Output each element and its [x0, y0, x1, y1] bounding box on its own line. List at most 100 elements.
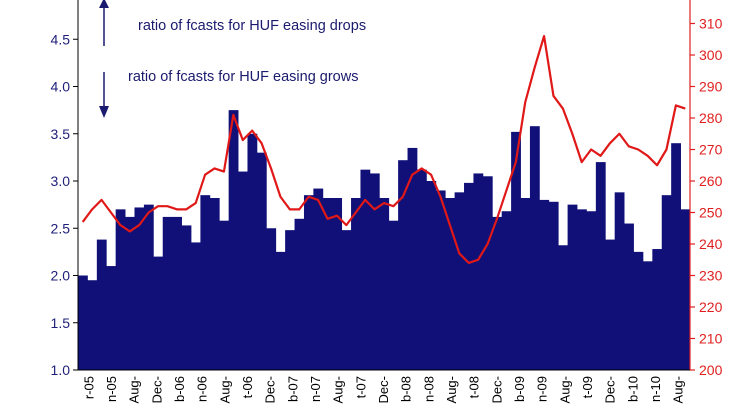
- up-arrow-head-icon: [99, 0, 109, 8]
- bar-27: [332, 198, 343, 370]
- x-tick-label-26: Aug-: [671, 376, 686, 403]
- bar-34: [398, 160, 408, 370]
- bar-38: [435, 190, 446, 370]
- line-series: [81, 34, 686, 264]
- bar-29: [351, 198, 361, 370]
- bar-28: [341, 230, 352, 370]
- bar-13: [200, 195, 211, 370]
- bar-14: [209, 198, 220, 370]
- left-tick-label-2: 2.0: [51, 268, 71, 284]
- x-tick-label-24: b-10: [625, 376, 640, 402]
- x-tick-label-14: b-08: [399, 376, 414, 402]
- bar-33: [388, 220, 399, 370]
- x-tick-label-17: t-08: [467, 376, 482, 398]
- bar-59: [633, 251, 644, 371]
- bar-37: [426, 181, 437, 370]
- bar-26: [322, 198, 333, 370]
- bar-46: [511, 131, 521, 370]
- bar-15: [219, 220, 230, 370]
- bar-9: [162, 216, 173, 370]
- bar-43: [482, 176, 493, 370]
- bar-21: [275, 251, 286, 371]
- bar-8: [153, 256, 164, 370]
- x-tick-label-3: Dec-: [149, 376, 164, 403]
- bar-64: [680, 209, 691, 370]
- right-tick-label-4: 240: [699, 236, 723, 252]
- x-tick-label-22: t-09: [580, 376, 595, 398]
- bar-18: [247, 133, 258, 370]
- x-tick-label-23: Dec-: [603, 376, 618, 403]
- bar-1: [87, 280, 98, 370]
- left-tick-label-1: 1.5: [51, 315, 71, 331]
- x-tick-label-13: Dec-: [376, 376, 391, 403]
- bar-2: [96, 239, 107, 370]
- x-tick-label-0: r-05: [81, 376, 96, 399]
- x-tick-label-2: Aug-: [127, 376, 142, 403]
- left-tick-label-6: 4.0: [51, 79, 71, 95]
- bar-61: [652, 249, 663, 370]
- bar-22: [285, 230, 295, 370]
- x-tick-label-1: n-05: [104, 376, 119, 402]
- left-tick-label-3: 2.5: [51, 220, 71, 236]
- bar-44: [492, 216, 503, 370]
- bar-17: [238, 171, 248, 370]
- x-tick-label-10: n-07: [308, 376, 323, 402]
- right-tick-label-8: 280: [699, 110, 723, 126]
- right-tick-label-1: 210: [699, 331, 723, 347]
- bar-12: [190, 242, 201, 370]
- x-tick-label-11: Aug-: [331, 376, 346, 403]
- x-tick-label-18: Dec-: [489, 376, 504, 403]
- right-tick-label-6: 260: [699, 173, 723, 189]
- right-tick-label-7: 270: [699, 142, 723, 158]
- bar-31: [369, 173, 380, 370]
- x-tick-label-5: n-06: [195, 376, 210, 402]
- bar-10: [172, 216, 182, 370]
- bar-40: [454, 192, 465, 370]
- x-tick-label-8: Dec-: [263, 376, 278, 403]
- bar-54: [586, 211, 597, 370]
- left-tick-label-7: 4.5: [51, 31, 71, 47]
- bar-41: [464, 182, 474, 370]
- x-tick-label-25: n-10: [648, 376, 663, 402]
- x-tick-label-7: t-06: [240, 376, 255, 398]
- right-tick-label-2: 220: [699, 299, 723, 315]
- bar-50: [548, 201, 559, 370]
- right-tick-label-5: 250: [699, 205, 723, 221]
- left-tick-label-0: 1.0: [51, 362, 71, 378]
- bar-3: [106, 266, 117, 370]
- bar-20: [266, 228, 277, 370]
- left-tick-label-4: 3.0: [51, 173, 71, 189]
- bar-47: [520, 198, 531, 370]
- x-tick-label-21: Aug-: [557, 376, 572, 403]
- bar-4: [115, 209, 126, 370]
- bar-11: [181, 225, 192, 370]
- x-tick-label-15: n-08: [421, 376, 436, 402]
- down-arrow-head-icon: [99, 106, 109, 118]
- bar-57: [614, 192, 625, 370]
- bar-52: [567, 204, 578, 371]
- bar-23: [294, 218, 305, 370]
- bar-51: [558, 245, 568, 370]
- x-tick-label-4: b-06: [172, 376, 187, 402]
- right-tick-label-3: 230: [699, 268, 723, 284]
- bar-0: [78, 275, 88, 370]
- right-tick-label-10: 300: [699, 47, 723, 63]
- x-tick-label-12: t-07: [353, 376, 368, 398]
- bar-32: [379, 198, 390, 370]
- bar-6: [134, 207, 145, 370]
- right-tick-label-11: 310: [699, 16, 723, 32]
- x-tick-label-16: Aug-: [444, 376, 459, 403]
- right-tick-label-0: 200: [699, 362, 723, 378]
- bar-30: [360, 169, 371, 370]
- bar-55: [595, 162, 606, 370]
- bar-62: [661, 195, 672, 370]
- bar-5: [125, 216, 135, 370]
- bar-16: [228, 110, 239, 371]
- bar-63: [671, 143, 681, 370]
- x-tick-label-6: Aug-: [217, 376, 232, 403]
- bar-49: [539, 199, 550, 370]
- bar-45: [501, 211, 512, 370]
- bar-60: [642, 261, 653, 370]
- bar-48: [529, 126, 540, 370]
